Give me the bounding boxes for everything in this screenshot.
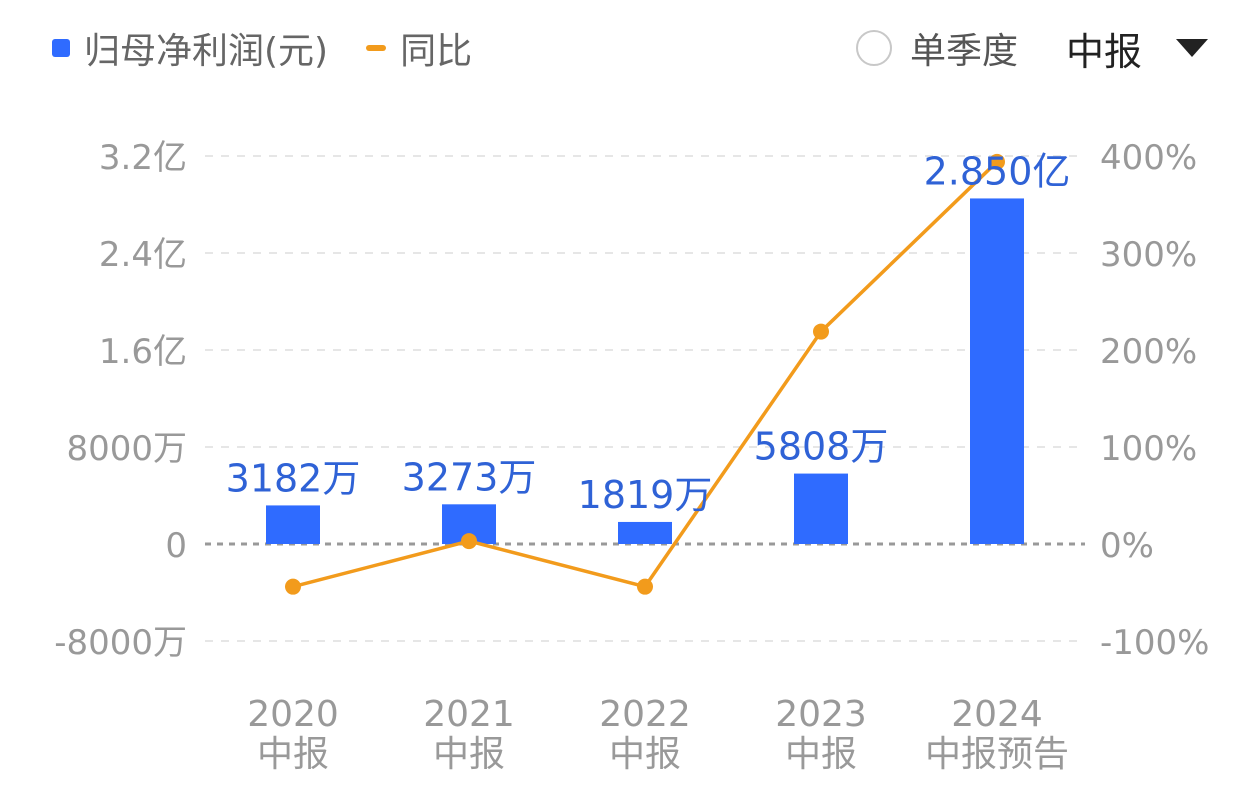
y-left-tick-label: 3.2亿 <box>99 138 187 178</box>
chart-controls: 单季度 中报 <box>855 22 1208 74</box>
y-right-tick-label: 200% <box>1100 332 1197 372</box>
single-quarter-radio[interactable] <box>855 30 892 66</box>
x-tick-label-period: 中报 <box>609 734 681 775</box>
x-tick-label-year: 2024 <box>951 694 1043 735</box>
yoy-point <box>461 533 477 550</box>
y-right-tick-label: 100% <box>1100 429 1197 469</box>
y-right-tick-label: 400% <box>1100 138 1197 178</box>
y-right-tick-label: 0% <box>1100 526 1154 566</box>
legend-line-swatch <box>366 45 387 51</box>
y-right-tick-label: -100% <box>1100 623 1209 663</box>
yoy-point <box>813 323 829 340</box>
y-left-tick-label: 1.6亿 <box>99 332 187 372</box>
legend-item-net-profit[interactable]: 归母净利润(元) <box>52 22 328 74</box>
x-tick-label-period: 中报预告 <box>925 734 1069 775</box>
chart-legend: 归母净利润(元) 同比 <box>52 22 510 74</box>
x-tick-label-year: 2022 <box>599 694 691 735</box>
bar-value-label: 1819万 <box>578 473 713 517</box>
x-tick-label-year: 2023 <box>775 694 867 735</box>
legend-bar-swatch <box>52 39 70 57</box>
x-tick-label-year: 2020 <box>247 694 339 735</box>
x-tick-label-year: 2021 <box>423 694 515 735</box>
chevron-down-icon[interactable] <box>1176 39 1208 57</box>
legend-label-yoy: 同比 <box>400 31 473 72</box>
bar <box>618 521 672 544</box>
y-left-tick-label: -8000万 <box>54 623 187 663</box>
y-left-tick-label: 0 <box>165 526 187 566</box>
single-quarter-label[interactable]: 单季度 <box>909 31 1018 72</box>
legend-label-net-profit: 归母净利润(元) <box>84 31 329 72</box>
bar-value-label: 5808万 <box>754 425 889 469</box>
bar-value-label: 3182万 <box>226 456 361 500</box>
x-tick-label-period: 中报 <box>785 734 857 775</box>
bar <box>266 505 320 544</box>
x-tick-label-period: 中报 <box>433 734 505 775</box>
x-tick-label-period: 中报 <box>257 734 329 775</box>
bar <box>794 473 848 544</box>
legend-item-yoy[interactable]: 同比 <box>366 22 472 74</box>
y-left-tick-label: 8000万 <box>66 429 187 469</box>
y-left-tick-label: 2.4亿 <box>99 235 187 275</box>
yoy-point <box>285 578 301 595</box>
bar <box>970 198 1024 544</box>
bar-value-label: 3273万 <box>402 455 537 499</box>
yoy-point <box>637 578 653 595</box>
period-select-value[interactable]: 中报 <box>1065 29 1142 74</box>
bar-value-label: 2.850亿 <box>924 149 1071 193</box>
y-right-tick-label: 300% <box>1100 235 1197 275</box>
yoy-point <box>989 153 1005 170</box>
